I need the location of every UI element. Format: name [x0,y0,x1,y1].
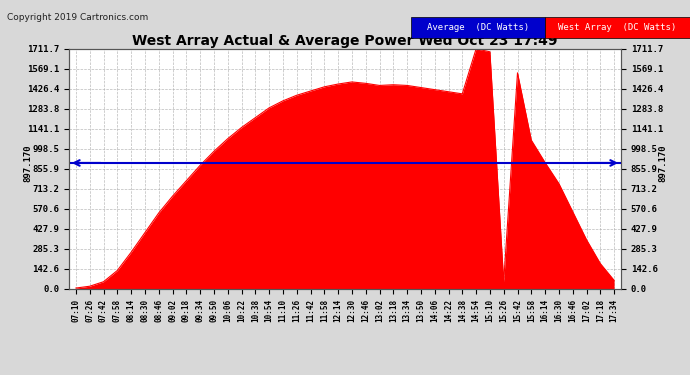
Text: West Array  (DC Watts): West Array (DC Watts) [558,22,677,32]
Text: 897.170: 897.170 [23,144,32,182]
Text: Average  (DC Watts): Average (DC Watts) [426,22,529,32]
Title: West Array Actual & Average Power Wed Oct 23 17:49: West Array Actual & Average Power Wed Oc… [132,34,558,48]
Text: Copyright 2019 Cartronics.com: Copyright 2019 Cartronics.com [7,13,148,22]
Text: 897.170: 897.170 [658,144,667,182]
